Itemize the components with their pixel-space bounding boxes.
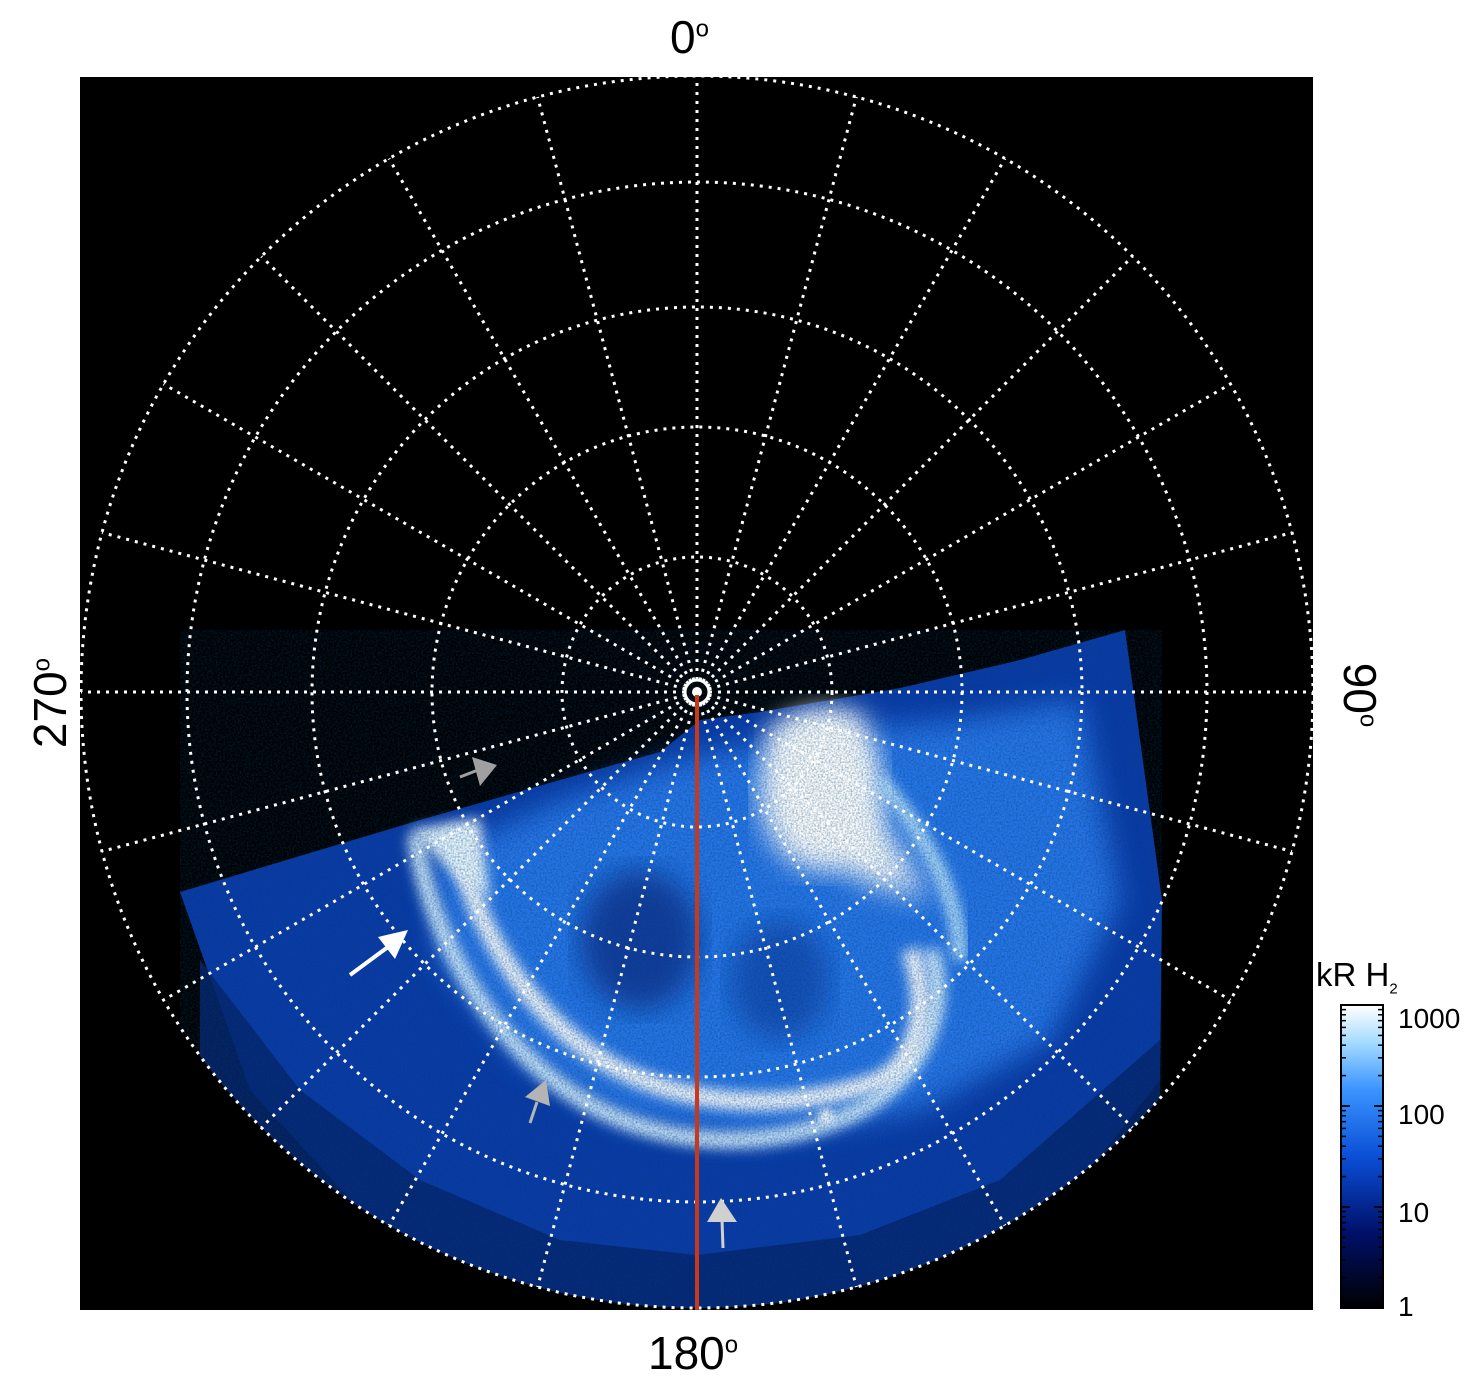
grid-meridian	[701, 157, 1007, 683]
colorbar-title: kR H2	[1316, 956, 1398, 998]
colorbar-minor-ticks	[1341, 1004, 1383, 1309]
grey-arrow-lower-left	[525, 1080, 550, 1124]
grid-meridian	[706, 696, 1232, 1002]
direction-label-top: 0o	[670, 11, 709, 63]
grid-meridian	[708, 693, 1293, 853]
grid-meridian	[698, 703, 858, 1288]
grey-arrow-upper-left	[459, 757, 497, 786]
colorbar	[1340, 1004, 1384, 1309]
colorbar-tick-10: 10	[1398, 1197, 1430, 1228]
grid-meridian	[706, 382, 1232, 688]
direction-label-left: 270o	[24, 657, 76, 749]
grey-arrow-bottom	[707, 1198, 737, 1249]
aurora-emission-region	[180, 630, 1162, 1308]
colorbar-gradient	[1340, 1004, 1384, 1309]
direction-label-right: 90o	[1334, 662, 1386, 728]
grid-meridian	[536, 703, 696, 1288]
colorbar-tick-100: 100	[1398, 1099, 1445, 1130]
white-arrow-left	[348, 930, 408, 977]
grid-meridian	[260, 699, 690, 1129]
grid-ring-1	[560, 555, 834, 829]
grid-meridian	[708, 531, 1293, 691]
colorbar-tick-1: 1	[1398, 1291, 1414, 1322]
grid-meridian	[536, 96, 696, 681]
grid-meridian	[701, 701, 1007, 1227]
grid-meridian	[704, 699, 1134, 1129]
grid-meridian	[704, 255, 1134, 685]
direction-label-bottom: 180o	[648, 1327, 739, 1379]
grid-meridians	[81, 76, 1313, 1308]
grid-meridian	[101, 531, 686, 691]
grid-meridian	[162, 382, 688, 688]
grid-meridian	[698, 96, 858, 681]
grid-meridian	[387, 157, 693, 683]
grid-meridian	[162, 696, 688, 1002]
grid-meridian	[260, 255, 690, 685]
colorbar-tick-1000: 1000	[1398, 1003, 1461, 1034]
grid-meridian	[387, 701, 693, 1227]
grid-meridian	[101, 693, 686, 853]
